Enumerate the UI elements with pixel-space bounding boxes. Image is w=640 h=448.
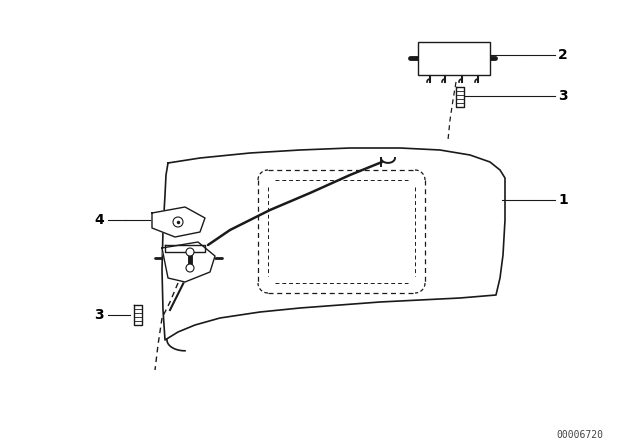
- Text: 00006720: 00006720: [557, 430, 604, 440]
- Text: 4: 4: [94, 213, 104, 227]
- Circle shape: [186, 248, 194, 256]
- Polygon shape: [165, 245, 205, 252]
- Text: 2: 2: [558, 48, 568, 62]
- FancyBboxPatch shape: [418, 42, 490, 75]
- Circle shape: [186, 264, 194, 272]
- Text: 3: 3: [558, 89, 568, 103]
- Polygon shape: [152, 207, 205, 237]
- Text: 3: 3: [94, 308, 104, 322]
- Text: 1: 1: [558, 193, 568, 207]
- Polygon shape: [162, 242, 215, 282]
- Circle shape: [173, 217, 183, 227]
